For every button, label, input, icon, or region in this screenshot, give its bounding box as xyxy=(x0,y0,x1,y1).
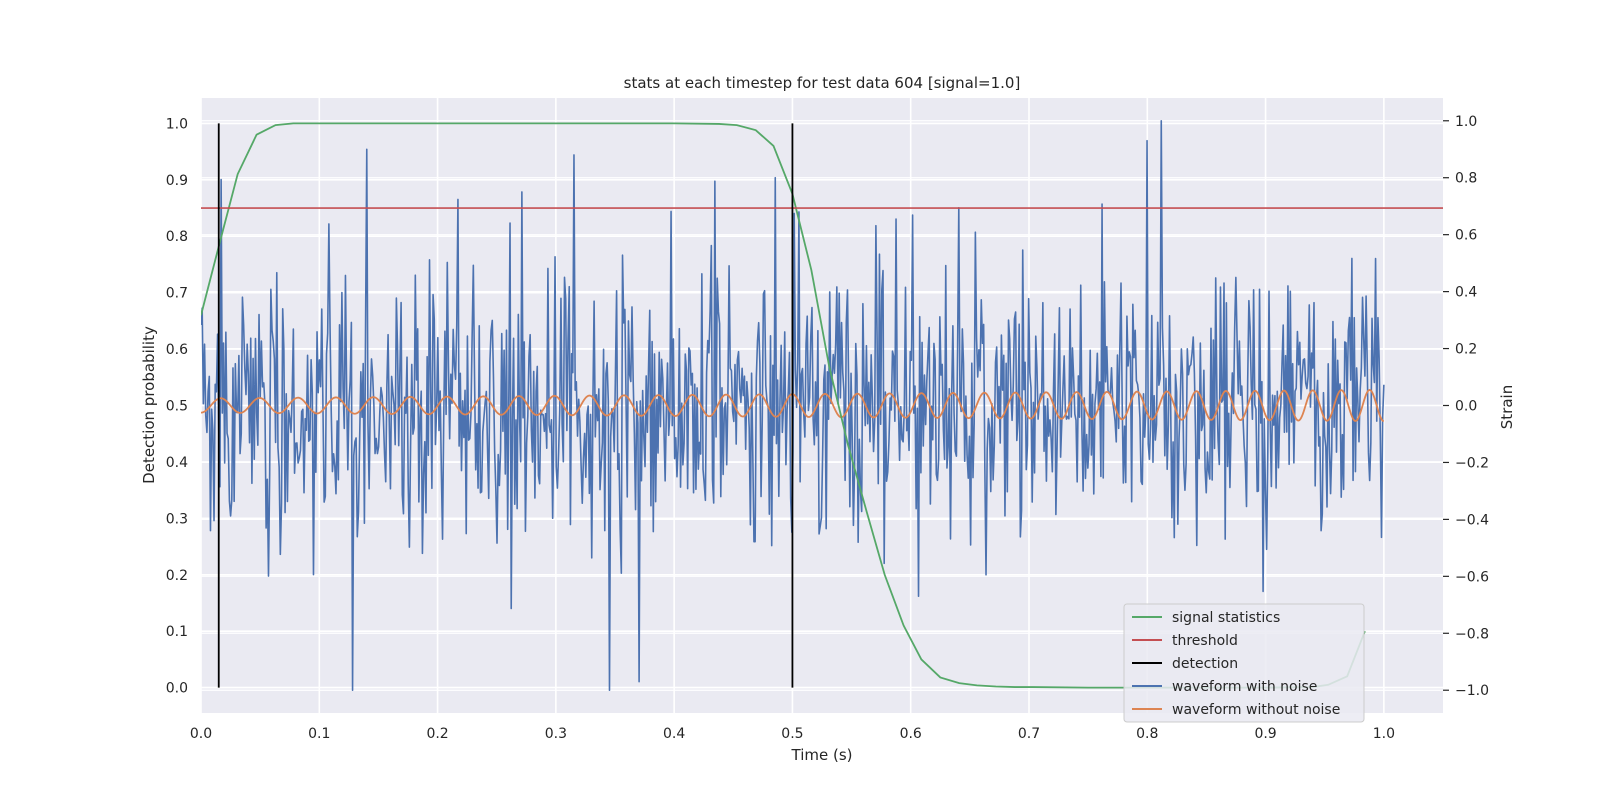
chart-title: stats at each timestep for test data 604… xyxy=(624,74,1021,92)
y2-tick-label: 0.8 xyxy=(1455,171,1477,187)
legend-entry-waveform-without-noise: waveform without noise xyxy=(1132,702,1340,718)
legend-entry-waveform-with-noise: waveform with noise xyxy=(1132,679,1317,695)
y-tick-label: 0.1 xyxy=(166,624,188,640)
legend-label: signal statistics xyxy=(1172,610,1280,626)
y-tick-label: 0.4 xyxy=(166,455,188,471)
x-tick-label: 0.8 xyxy=(1136,726,1158,742)
legend: signal statistics threshold detection wa… xyxy=(1123,603,1365,723)
y2-tick-label: −0.2 xyxy=(1455,455,1489,471)
x-axis-label: Time (s) xyxy=(791,746,853,764)
x-tick-label: 1.0 xyxy=(1373,726,1395,742)
x-tick-label: 0.4 xyxy=(663,726,685,742)
legend-entry-detection: detection xyxy=(1132,656,1238,672)
legend-entry-signal: signal statistics xyxy=(1132,610,1280,626)
y2-tick-label: 0.0 xyxy=(1455,399,1477,415)
y2-tick-label: 1.0 xyxy=(1455,114,1477,130)
series-layer xyxy=(201,119,1443,692)
y-tick-label: 0.6 xyxy=(166,342,188,358)
y2-axis-ticks: −1.0 −0.8 −0.6 −0.4 −0.2 0.0 0.2 0.4 0.6 0.8 1.0 xyxy=(1443,114,1489,699)
x-tick-label: 0.5 xyxy=(781,726,803,742)
y-tick-label: 0.5 xyxy=(166,399,188,415)
y-tick-label: 1.0 xyxy=(166,116,188,132)
x-tick-label: 0.2 xyxy=(426,726,448,742)
y2-tick-label: −0.8 xyxy=(1455,626,1489,642)
x-tick-label: 0.1 xyxy=(308,726,330,742)
x-tick-label: 0.7 xyxy=(1018,726,1040,742)
y2-tick-label: 0.2 xyxy=(1455,342,1477,358)
y-axis-ticks: 0.0 0.1 0.2 0.3 0.4 0.5 0.6 0.7 0.8 0.9 1.0 xyxy=(166,116,188,696)
legend-label: detection xyxy=(1172,656,1238,672)
y-axis-label: Detection probability xyxy=(140,326,158,484)
y2-tick-label: −0.6 xyxy=(1455,569,1489,585)
legend-label: waveform without noise xyxy=(1172,702,1340,718)
legend-box xyxy=(1123,603,1365,723)
y-tick-label: 0.7 xyxy=(166,286,188,302)
x-tick-label: 0.6 xyxy=(900,726,922,742)
y-tick-label: 0.3 xyxy=(166,511,188,527)
legend-label: threshold xyxy=(1172,633,1238,649)
y2-tick-label: −1.0 xyxy=(1455,683,1489,699)
y-tick-label: 0.0 xyxy=(166,681,188,697)
y2-tick-label: 0.6 xyxy=(1455,228,1477,244)
y-tick-label: 0.2 xyxy=(166,568,188,584)
y2-tick-label: −0.4 xyxy=(1455,512,1489,528)
x-tick-label: 0.0 xyxy=(190,726,212,742)
y2-axis-label: Strain xyxy=(1498,385,1516,429)
x-tick-label: 0.3 xyxy=(545,726,567,742)
legend-entry-threshold: threshold xyxy=(1132,633,1238,649)
legend-label: waveform with noise xyxy=(1172,679,1317,695)
y-tick-label: 0.9 xyxy=(166,173,188,189)
y-tick-label: 0.8 xyxy=(166,229,188,245)
x-tick-label: 0.9 xyxy=(1254,726,1276,742)
x-axis-ticks: 0.0 0.1 0.2 0.3 0.4 0.5 0.6 0.7 0.8 0.9 1.0 xyxy=(190,726,1395,742)
y2-tick-label: 0.4 xyxy=(1455,285,1477,301)
